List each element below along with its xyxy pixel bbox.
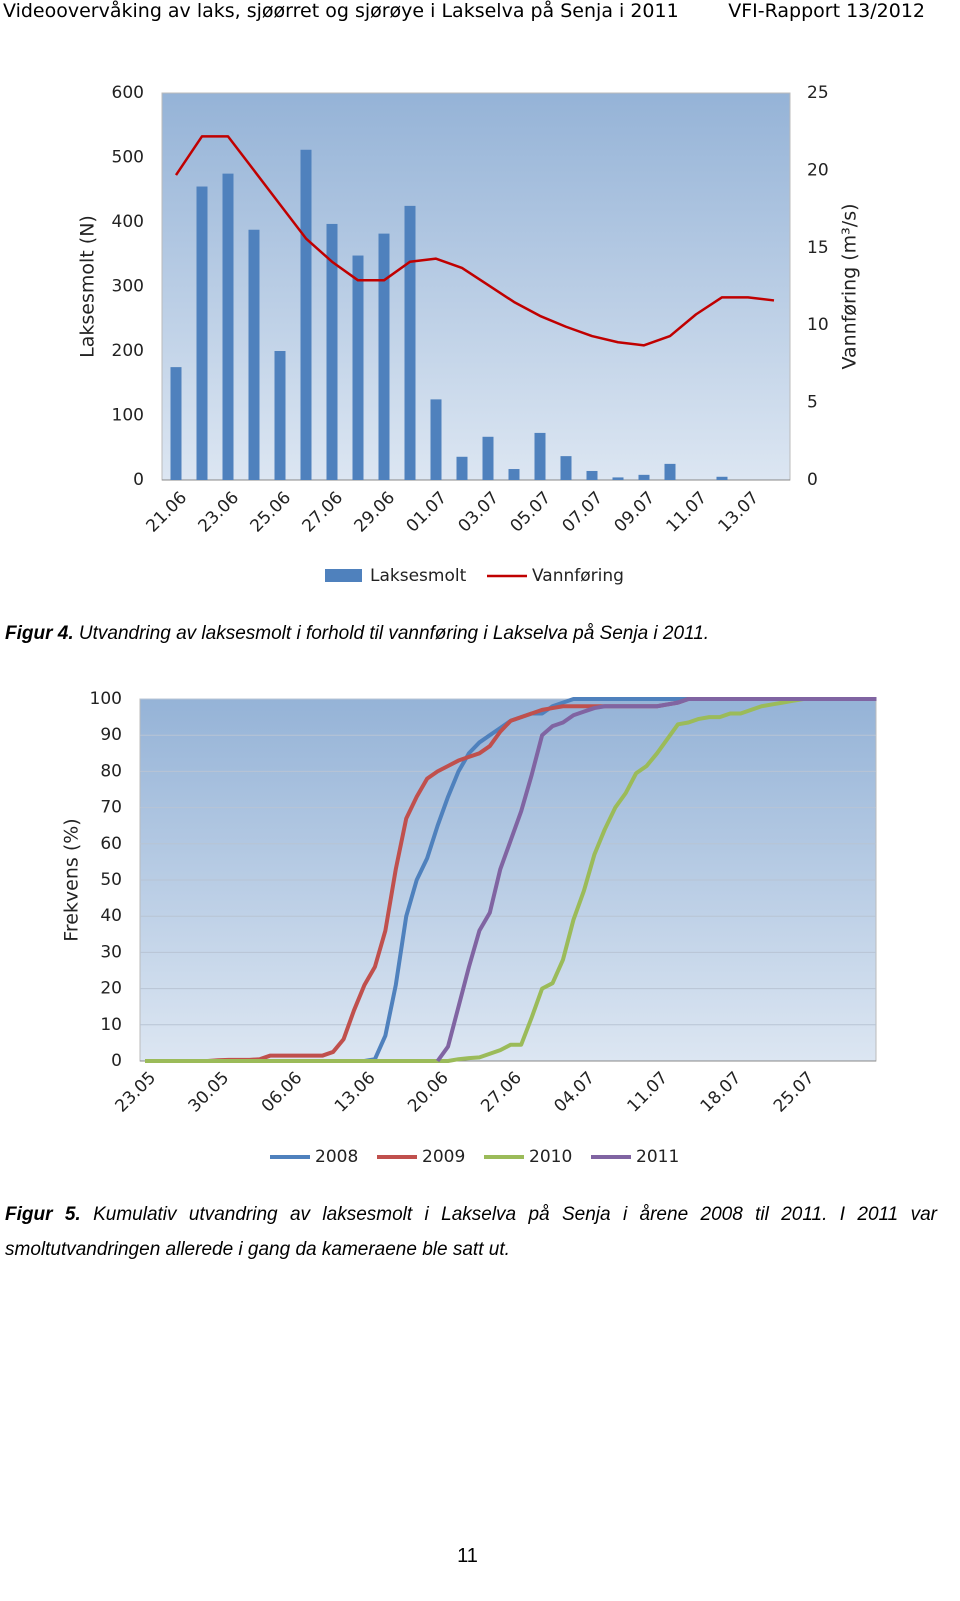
bar: [534, 432, 546, 480]
y-tick-label: 20: [100, 979, 122, 999]
bar: [612, 477, 624, 480]
x-tick-label: 25.07: [770, 1068, 819, 1117]
x-tick-label: 27.06: [477, 1068, 526, 1117]
y-tick-label: 200: [112, 341, 144, 361]
y-tick-label: 30: [100, 942, 122, 962]
y-tick-label: 50: [100, 870, 122, 890]
x-tick-label: 29.06: [351, 488, 400, 537]
y-axis-title: Laksesmolt (N): [77, 215, 99, 358]
bar: [664, 463, 676, 480]
x-tick-label: 03.07: [455, 488, 504, 537]
bar: [716, 476, 728, 480]
y-tick-label: 40: [100, 906, 122, 926]
x-tick-label: 01.07: [403, 488, 452, 537]
caption: Figur 4. Utvandring av laksesmolt i forh…: [5, 616, 937, 651]
bar: [352, 255, 364, 480]
x-tick-label: 09.07: [611, 488, 660, 537]
y2-tick-label: 0: [807, 470, 818, 490]
y-tick-label: 0: [133, 470, 144, 490]
bar: [404, 205, 416, 480]
header-title: Videoovervåking av laks, sjøørret og sjø…: [3, 0, 679, 22]
bar: [326, 223, 338, 480]
legend-label: Laksesmolt: [370, 566, 467, 586]
x-tick-label: 05.07: [507, 488, 556, 537]
chart: 0 10 20 30 40 50 60 70 80 90 100 23.05 30.05 06.06 13.…: [61, 689, 877, 1167]
bar: [638, 474, 650, 480]
bar: [508, 469, 520, 480]
y2-tick-label: 15: [807, 238, 829, 258]
bar: [300, 149, 312, 480]
legend-label: 2009: [422, 1147, 465, 1167]
y2-tick-label: 5: [807, 393, 818, 413]
y2-axis-title: Vannføring (m³/s): [839, 203, 861, 369]
y-tick-label: 300: [112, 277, 144, 297]
x-tick-label: 23.06: [195, 488, 244, 537]
x-tick-label: 06.06: [258, 1068, 307, 1117]
y2-tick-label: 10: [807, 315, 829, 335]
x-tick-label: 07.07: [559, 488, 608, 537]
legend-label: 2010: [529, 1147, 572, 1167]
caption-label: Figur 5.: [5, 1204, 81, 1225]
y-tick-label: 10: [100, 1015, 122, 1035]
y-tick-label: 90: [100, 725, 122, 745]
bar: [196, 186, 208, 480]
bar: [560, 456, 572, 480]
series-line: [174, 135, 775, 347]
x-tick-label: 11.07: [624, 1068, 673, 1117]
caption: Figur 5. Kumulativ utvandring av laksesm…: [5, 1197, 937, 1267]
legend-swatch: [325, 569, 362, 582]
y-tick-label: 60: [100, 834, 122, 854]
bar: [456, 456, 468, 480]
y-tick-label: 600: [112, 83, 144, 103]
bar: [430, 399, 442, 480]
x-tick-label: 27.06: [299, 488, 348, 537]
x-tick-label: 18.07: [697, 1068, 746, 1117]
x-tick-label: 23.05: [112, 1068, 161, 1117]
caption-text: Kumulativ utvandring av laksesmolt i Lak…: [5, 1204, 938, 1260]
legend-label: 2011: [636, 1147, 679, 1167]
legend-label: 2008: [315, 1147, 358, 1167]
bar: [222, 173, 234, 480]
y-tick-label: 500: [112, 148, 144, 168]
y-axis-title: Frekvens (%): [61, 818, 83, 941]
y-tick-label: 100: [90, 689, 122, 709]
plot-area: [161, 92, 791, 481]
x-tick-label: 25.06: [247, 488, 296, 537]
y-tick-label: 100: [112, 406, 144, 426]
bar: [378, 233, 390, 480]
header-report: VFI-Rapport 13/2012: [728, 0, 925, 22]
y2-tick-label: 25: [807, 83, 829, 103]
y-tick-label: 400: [112, 212, 144, 232]
legend-label: Vannføring: [532, 566, 624, 586]
bar: [170, 367, 182, 480]
series-line: [435, 697, 877, 1063]
y-tick-label: 0: [111, 1051, 122, 1071]
caption-label: Figur 4.: [5, 623, 74, 644]
x-tick-label: 30.05: [185, 1068, 234, 1117]
x-tick-label: 13.07: [715, 488, 764, 537]
bar: [482, 436, 494, 480]
page-number: 11: [457, 1545, 478, 1567]
x-tick-label: 04.07: [550, 1068, 599, 1117]
bar: [248, 229, 260, 480]
y2-tick-label: 20: [807, 160, 829, 180]
series-line: [145, 697, 877, 1063]
x-tick-label: 20.06: [404, 1068, 453, 1117]
x-tick-label: 21.06: [143, 488, 192, 537]
y-tick-label: 70: [100, 798, 122, 818]
y-tick-label: 80: [100, 761, 122, 781]
bar: [274, 351, 286, 480]
x-tick-label: 11.07: [663, 488, 712, 537]
caption-text: Utvandring av laksesmolt i forhold til v…: [78, 623, 710, 644]
x-tick-label: 13.06: [331, 1068, 380, 1117]
bar: [586, 470, 598, 480]
